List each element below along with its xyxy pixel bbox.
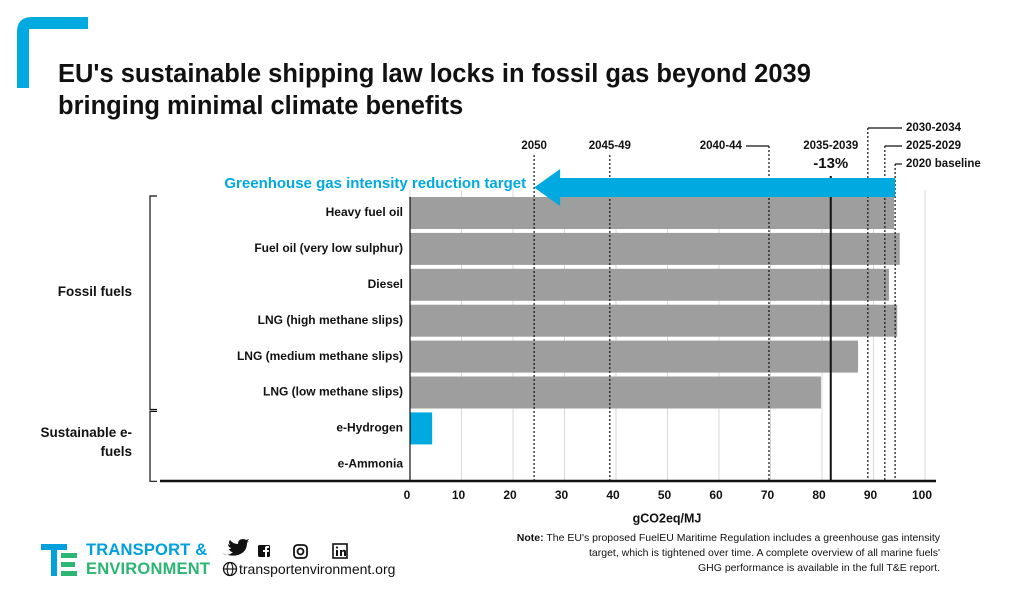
x-tick-label: 20 bbox=[503, 488, 517, 502]
y-tick-label: LNG (high methane slips) bbox=[258, 313, 403, 327]
x-tick-label: 40 bbox=[606, 488, 620, 502]
y-tick-label: LNG (medium methane slips) bbox=[237, 349, 403, 363]
y-tick-label: e-Hydrogen bbox=[336, 421, 403, 435]
x-tick-label: 70 bbox=[761, 488, 775, 502]
corner-decoration bbox=[17, 17, 88, 88]
reference-label: 2035-2039 bbox=[803, 140, 858, 152]
note-line: Note: The EU's proposed FuelEU Maritime … bbox=[517, 531, 940, 546]
group-bracket bbox=[149, 410, 157, 482]
x-tick-label: 30 bbox=[555, 488, 569, 502]
arrow-label: Greenhouse gas intensity reduction targe… bbox=[224, 175, 526, 192]
logo-text: ENVIRONMENT bbox=[86, 560, 211, 578]
chart-title: EU's sustainable shipping law locks in f… bbox=[58, 60, 811, 88]
x-tick-label: 10 bbox=[452, 488, 466, 502]
y-tick-label: Heavy fuel oil bbox=[326, 205, 403, 219]
bar bbox=[410, 412, 433, 445]
reference-label: 2020 baseline bbox=[906, 158, 981, 170]
target-arrow bbox=[534, 169, 896, 206]
note-label: Note: bbox=[516, 532, 544, 544]
y-tick-label: Fuel oil (very low sulphur) bbox=[254, 241, 403, 255]
bar bbox=[410, 197, 895, 229]
bar bbox=[410, 304, 898, 337]
note: Note: The EU's proposed FuelEU Maritime … bbox=[517, 531, 940, 576]
reference-label: 2030-2034 bbox=[906, 122, 962, 134]
website[interactable]: transportenvironment.org bbox=[239, 561, 396, 577]
reference-label: 2025-2029 bbox=[906, 140, 961, 152]
group-label: Sustainable e-fuels bbox=[40, 425, 132, 459]
x-tick-label: 90 bbox=[864, 488, 878, 502]
bar bbox=[410, 340, 859, 373]
x-tick-label: 0 bbox=[404, 488, 411, 502]
group-label: Fossil fuels bbox=[57, 284, 132, 299]
note-line: target, which is tightened over time. A … bbox=[588, 547, 940, 559]
reference-label: 2045-49 bbox=[589, 140, 631, 152]
group-bracket bbox=[149, 195, 157, 411]
reference-note: -13% bbox=[813, 155, 848, 172]
x-tick-label: 50 bbox=[658, 488, 672, 502]
y-tick-label: Diesel bbox=[368, 277, 403, 291]
logo-icon bbox=[41, 544, 77, 576]
y-tick-label: e-Ammonia bbox=[338, 456, 404, 470]
x-tick-label: 80 bbox=[812, 488, 826, 502]
y-tick-label: LNG (low methane slips) bbox=[263, 385, 403, 399]
bar bbox=[410, 376, 821, 409]
logo-text: TRANSPORT & bbox=[86, 541, 208, 559]
bar bbox=[410, 268, 889, 301]
x-tick-label: 100 bbox=[912, 488, 932, 502]
chart-title: bringing minimal climate benefits bbox=[58, 92, 464, 120]
social-icons bbox=[222, 539, 348, 577]
note-text: The EU's proposed FuelEU Maritime Regula… bbox=[546, 532, 940, 544]
x-tick-label: 60 bbox=[709, 488, 723, 502]
note-line: GHG performance is available in the full… bbox=[698, 562, 940, 574]
x-axis-label: gCO2eq/MJ bbox=[633, 511, 702, 525]
bar bbox=[410, 232, 900, 265]
reference-label: 2050 bbox=[521, 140, 547, 152]
reference-label: 2040-44 bbox=[700, 140, 743, 152]
